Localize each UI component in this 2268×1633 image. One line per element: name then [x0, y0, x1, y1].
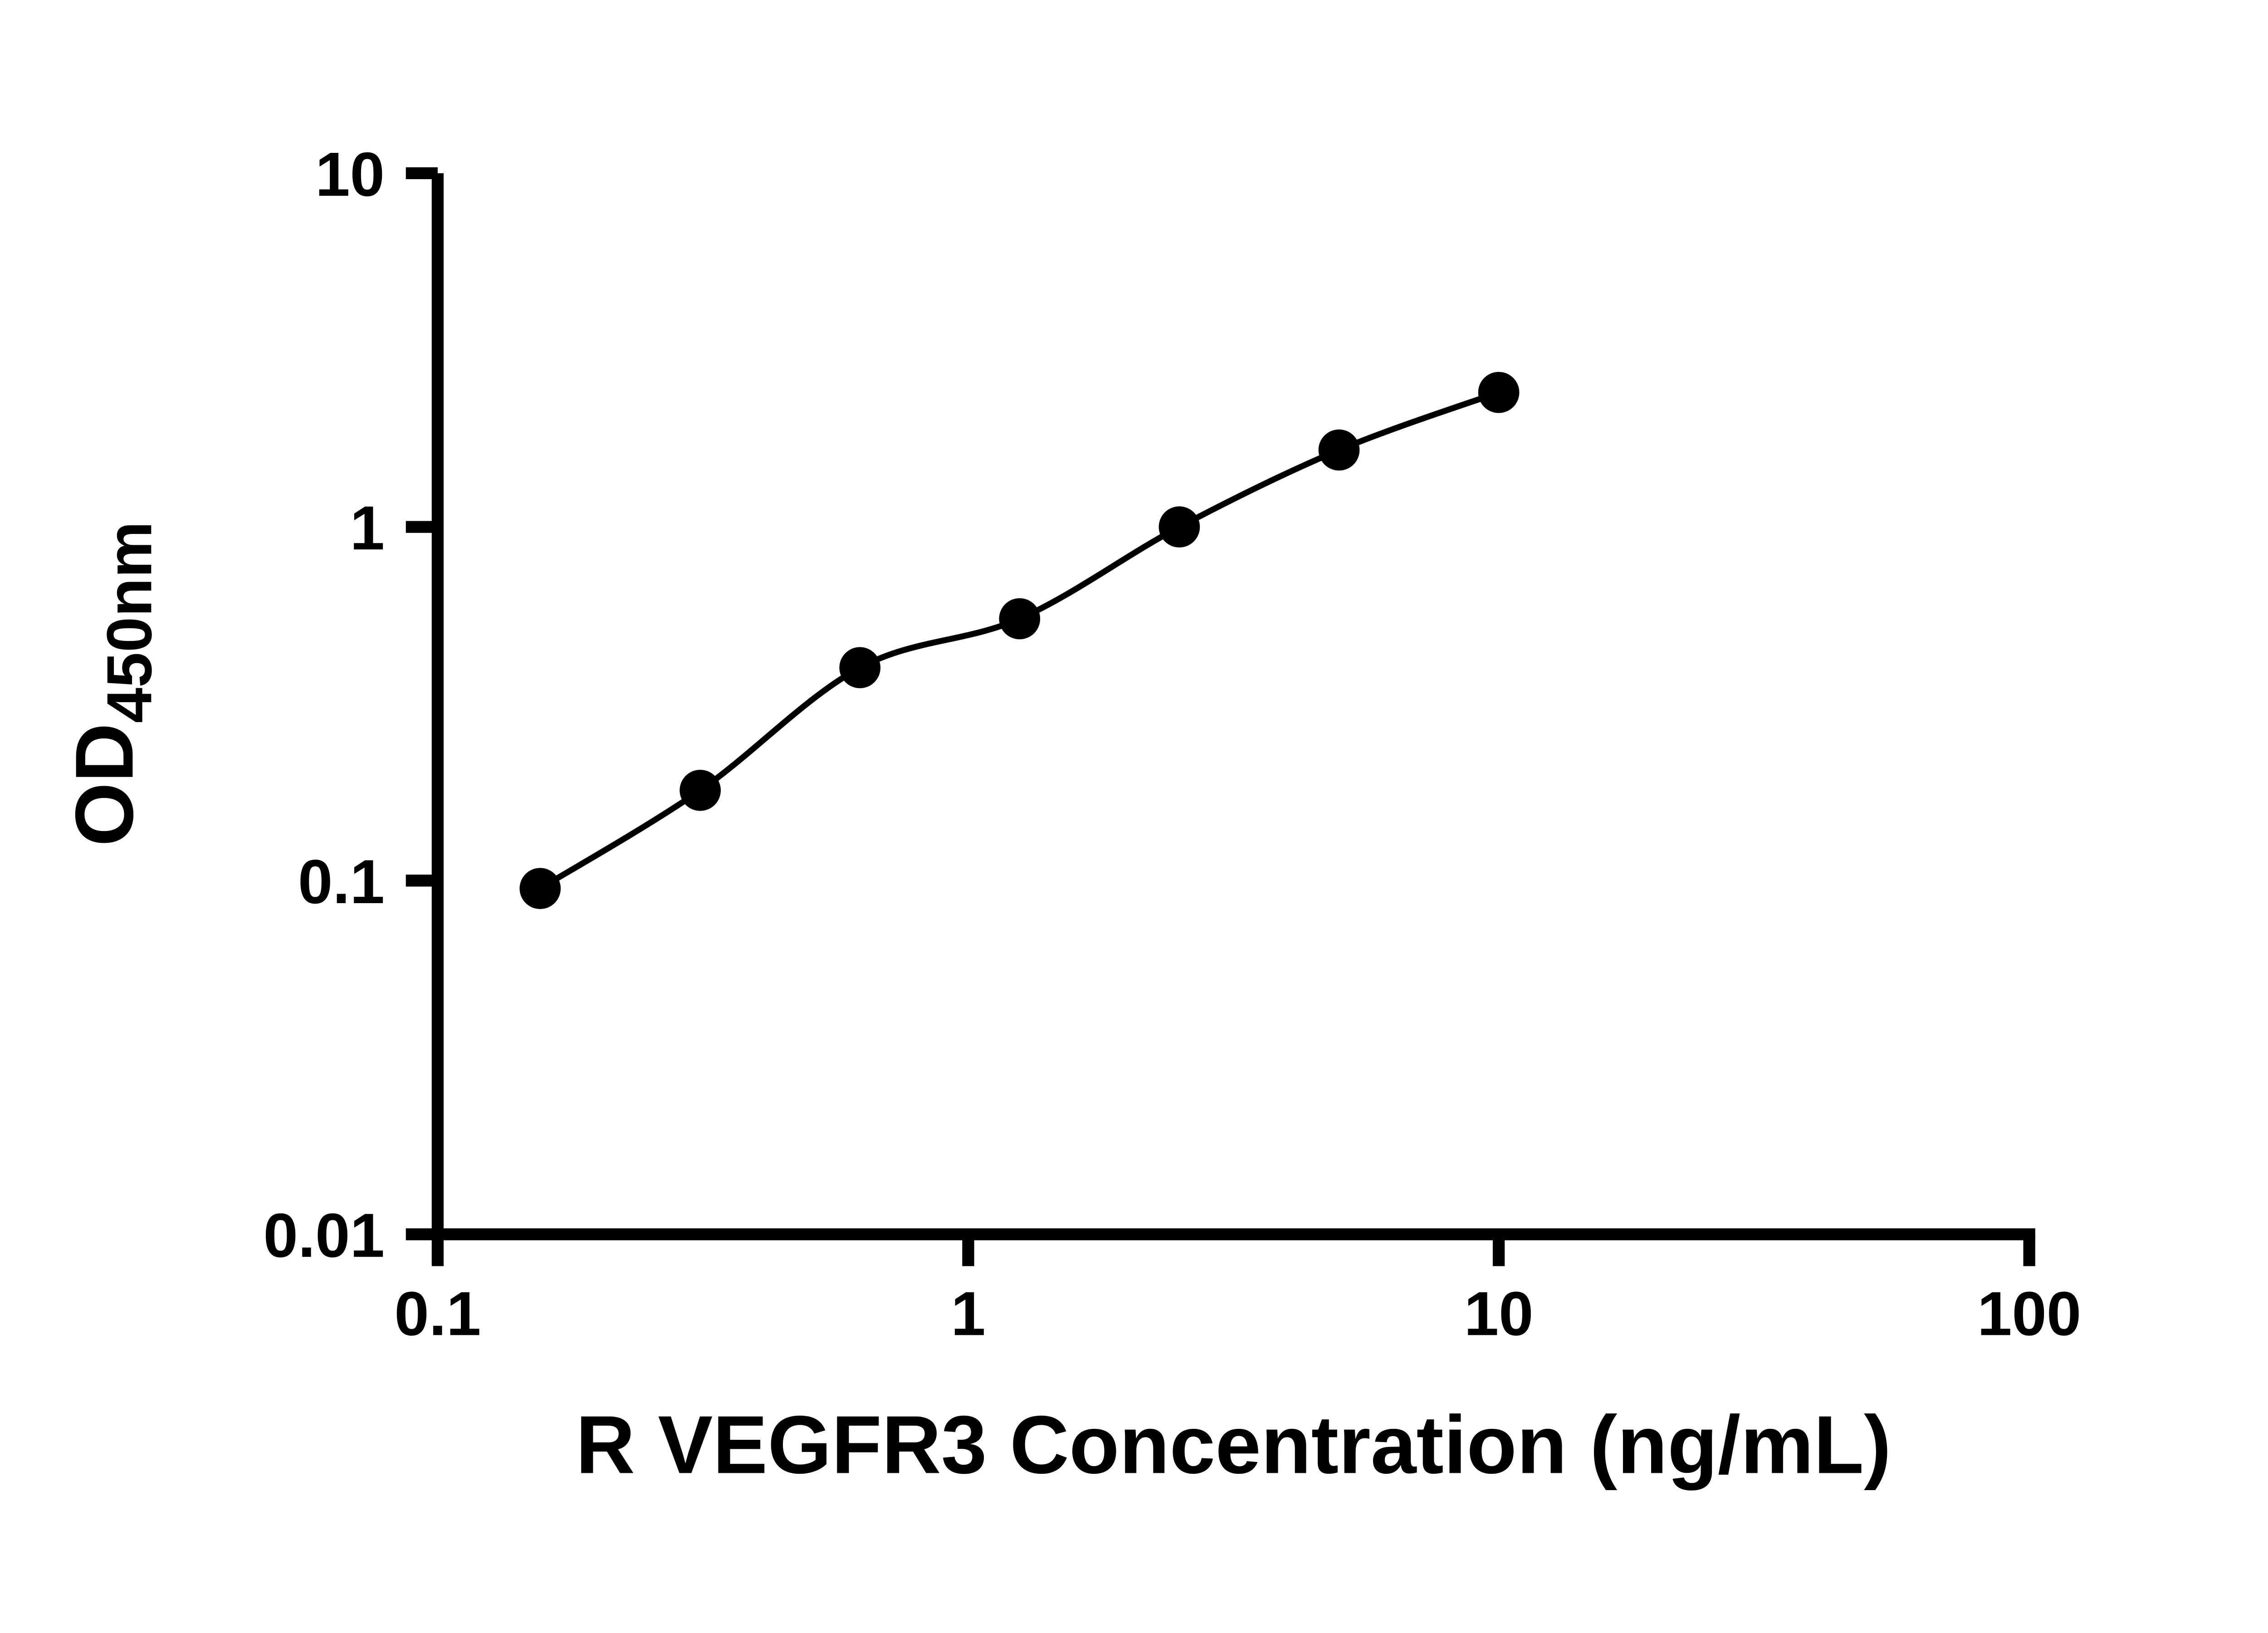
data-point-marker	[519, 868, 561, 909]
y-axis-title-main: OD	[59, 723, 150, 846]
y-tick-label: 1	[350, 494, 385, 563]
y-tick-label: 0.1	[298, 847, 385, 917]
x-tick-label: 10	[1464, 1279, 1534, 1349]
y-tick-label: 0.01	[264, 1201, 385, 1271]
x-tick-label: 1	[951, 1279, 985, 1349]
fit-curve	[538, 390, 1500, 891]
data-point-marker	[679, 769, 721, 811]
data-point-marker	[839, 647, 881, 689]
x-tick-label: 100	[1977, 1279, 2081, 1349]
data-point-marker	[1478, 372, 1520, 413]
y-tick-label: 10	[315, 140, 385, 210]
y-axis-title: OD450nm	[59, 521, 165, 846]
data-point-marker	[1158, 506, 1200, 548]
x-axis-title: R VEGFR3 Concentration (ng/mL)	[576, 1399, 1891, 1491]
data-point-marker	[999, 598, 1041, 640]
y-axis-title-sub: 450nm	[93, 521, 165, 723]
x-tick-label: 0.1	[394, 1279, 481, 1349]
data-point-marker	[1318, 429, 1360, 471]
